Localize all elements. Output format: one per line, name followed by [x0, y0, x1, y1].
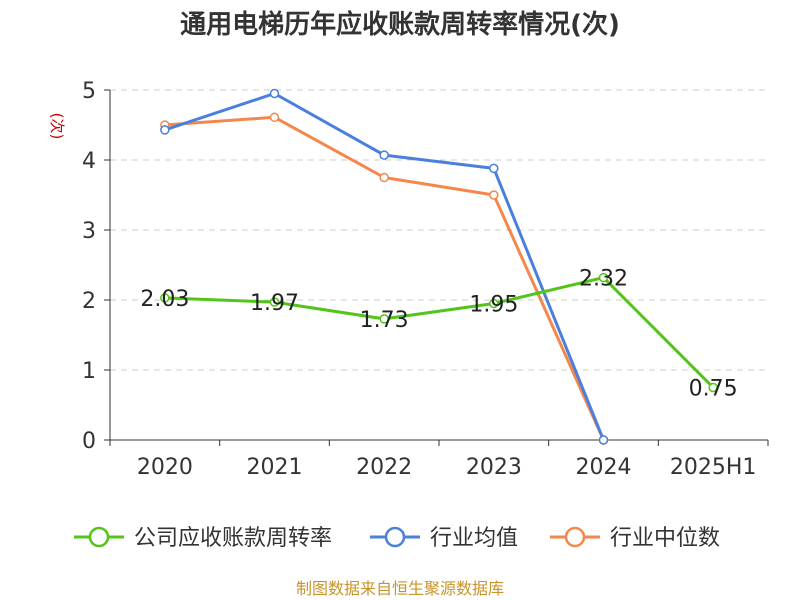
data-point — [379, 172, 389, 183]
x-tick-label: 2025H1 — [670, 455, 757, 480]
legend-item[interactable]: 公司应收账款周转率 — [74, 526, 332, 551]
data-point — [160, 293, 170, 303]
x-tick-label: 2023 — [466, 455, 522, 480]
data-labels: 2.03 1.97 1.73 1.95 2.32 0.75 — [140, 267, 737, 402]
data-point — [489, 298, 499, 309]
y-tick-label: 4 — [82, 149, 96, 174]
data-point — [160, 125, 170, 135]
data-label: 2.32 — [579, 267, 628, 292]
data-label: 1.95 — [469, 293, 518, 318]
y-axis-ticks: 0 1 2 3 4 5 — [82, 79, 110, 454]
legend-label: 行业均值 — [430, 526, 518, 551]
data-label: 1.73 — [360, 308, 409, 333]
legend-label: 行业中位数 — [610, 526, 720, 551]
y-tick-label: 2 — [82, 289, 96, 314]
data-point — [269, 112, 280, 123]
data-label: 0.75 — [689, 377, 738, 402]
y-tick-label: 1 — [82, 359, 96, 384]
data-point — [379, 314, 389, 324]
y-tick-label: 3 — [82, 219, 96, 244]
x-axis-ticks: 2020 2021 2022 2023 2024 2025H1 — [109, 440, 769, 480]
x-tick-label: 2021 — [247, 455, 303, 480]
legend-item[interactable]: 行业均值 — [370, 526, 518, 551]
axes — [109, 90, 768, 441]
series-line-0 — [164, 276, 715, 389]
legend-marker — [384, 526, 406, 548]
y-tick-label: 5 — [82, 79, 96, 104]
x-tick-label: 2020 — [137, 455, 193, 480]
legend[interactable]: 公司应收账款周转率 行业均值 行业中位数 — [74, 526, 720, 551]
x-tick-label: 2022 — [356, 455, 412, 480]
data-label: 1.97 — [250, 291, 299, 316]
legend-marker — [88, 526, 110, 548]
data-point — [269, 297, 280, 307]
data-point — [489, 190, 499, 200]
data-point — [708, 382, 718, 393]
x-tick-label: 2024 — [576, 455, 632, 480]
y-axis-unit: (次) — [48, 113, 66, 140]
data-point — [379, 150, 389, 160]
data-point — [598, 435, 609, 445]
legend-item[interactable]: 行业中位数 — [550, 526, 720, 551]
source-note: 制图数据来自恒生聚源数据库 — [296, 579, 504, 598]
data-label: 2.03 — [140, 287, 189, 312]
grid-lines — [110, 89, 768, 371]
chart-title: 通用电梯历年应收账款周转率情况(次) — [180, 9, 620, 40]
legend-marker — [564, 526, 586, 548]
data-point — [598, 272, 609, 283]
y-tick-label: 0 — [82, 429, 96, 454]
legend-label: 公司应收账款周转率 — [134, 526, 332, 551]
data-point — [489, 163, 499, 174]
series-layer — [160, 88, 718, 445]
series-line-1 — [164, 92, 605, 441]
data-point — [269, 88, 280, 99]
